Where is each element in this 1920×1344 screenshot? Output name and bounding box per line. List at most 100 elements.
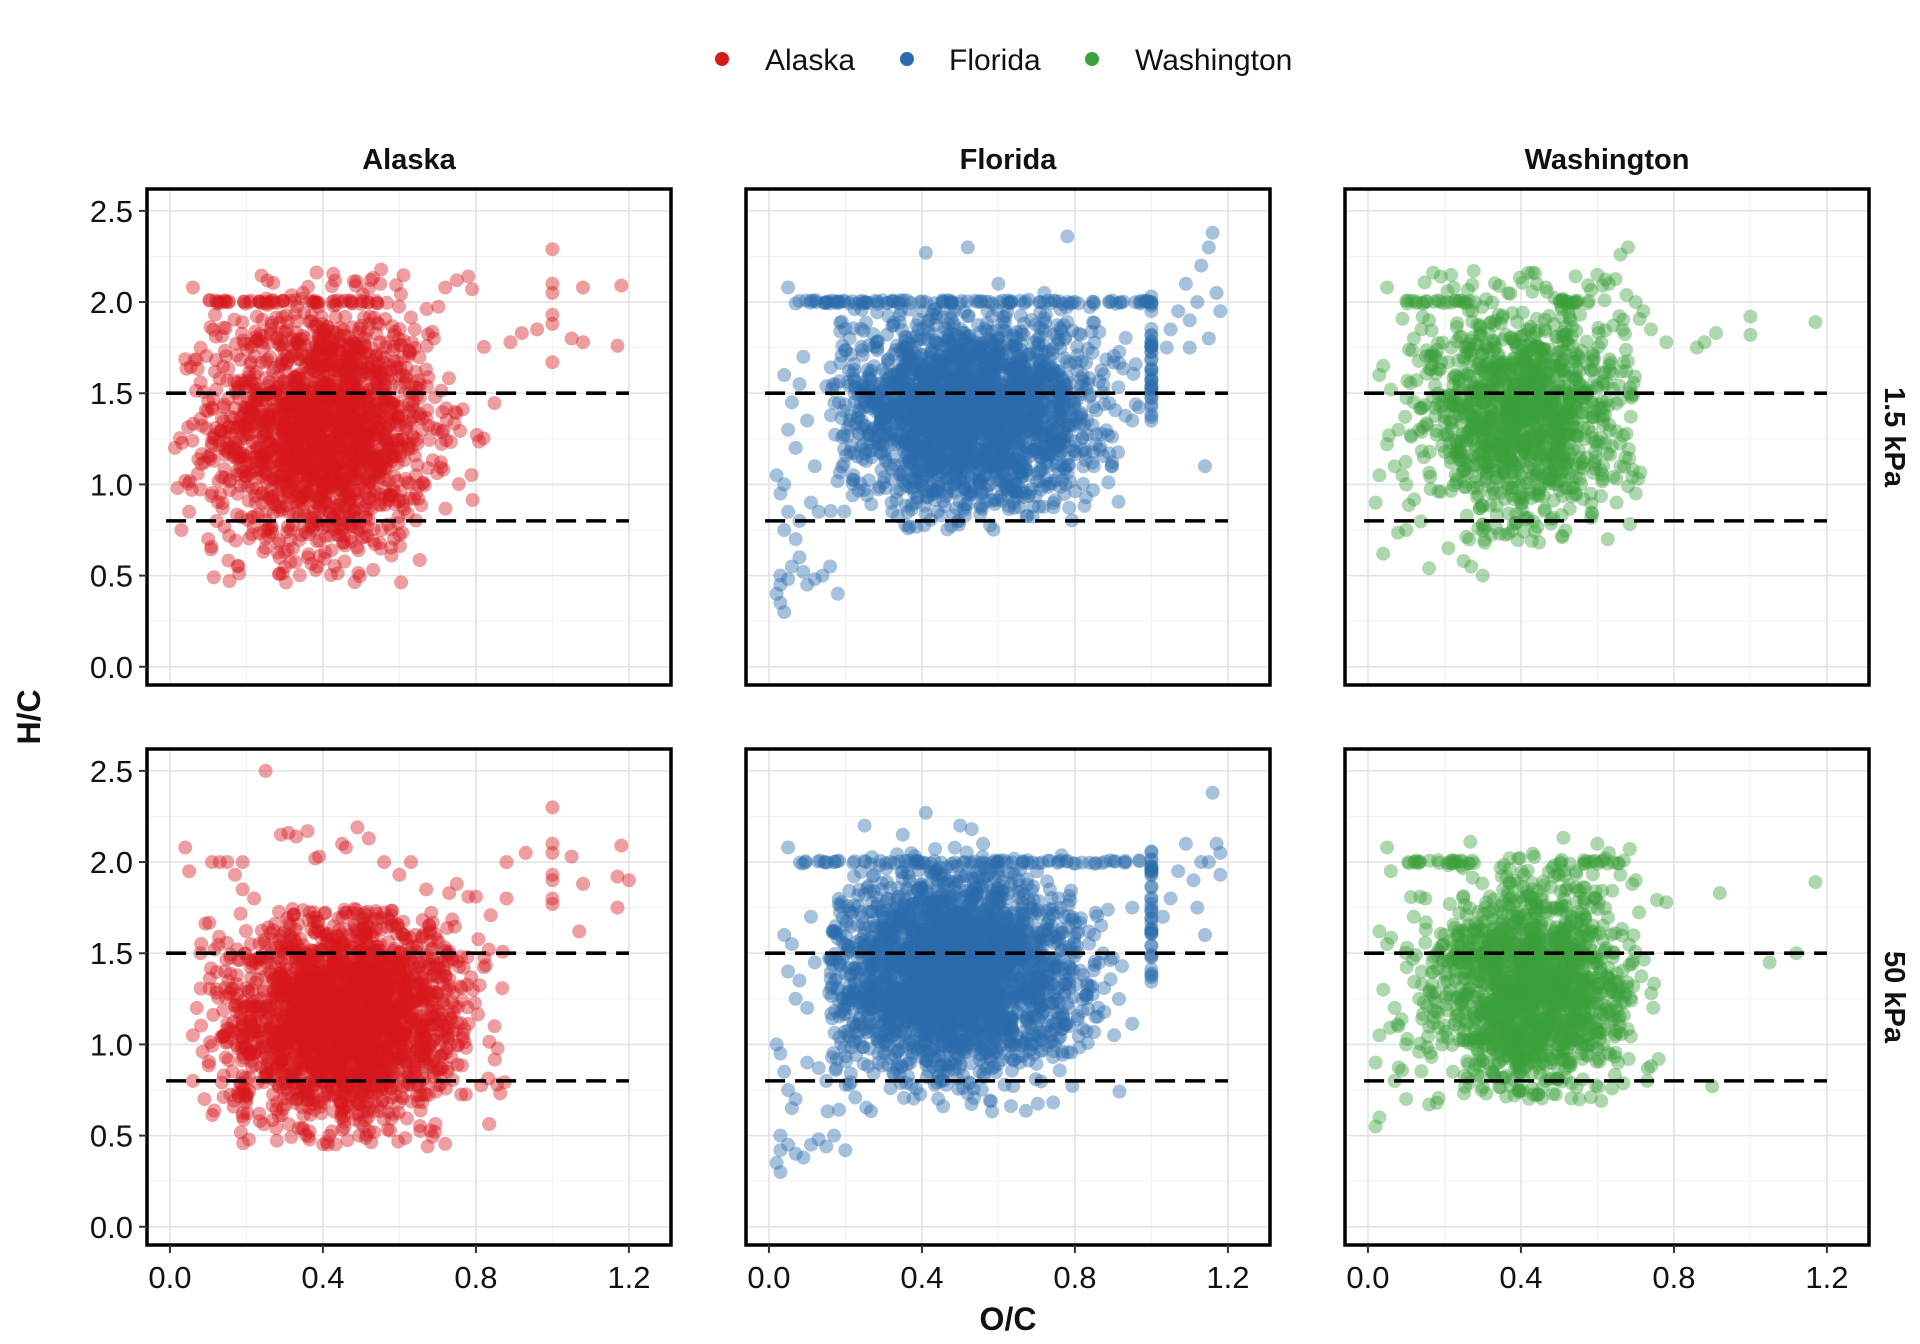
data-point [238, 431, 253, 446]
data-point [326, 984, 341, 998]
data-point [190, 361, 205, 376]
data-point [391, 418, 406, 433]
data-point [281, 989, 296, 1004]
data-point [239, 453, 254, 468]
data-point [318, 370, 333, 384]
data-point [364, 999, 379, 1014]
data-point [394, 575, 409, 590]
data-point [419, 882, 434, 897]
data-point [231, 559, 246, 574]
data-point [372, 317, 387, 332]
data-point [340, 363, 355, 377]
data-point [361, 360, 376, 375]
data-point [241, 1132, 256, 1147]
data-point [303, 510, 318, 525]
data-point [266, 1087, 281, 1102]
data-point [370, 960, 385, 975]
data-point [258, 531, 273, 546]
data-point [335, 1068, 350, 1083]
data-point [275, 1067, 290, 1082]
data-point [359, 425, 374, 440]
data-point [321, 468, 336, 483]
data-point [397, 985, 412, 1000]
data-point [296, 1044, 311, 1059]
data-point [331, 412, 346, 427]
data-point [319, 408, 333, 423]
data-point [368, 1081, 383, 1095]
data-point [277, 396, 292, 411]
data-point [379, 1063, 393, 1078]
data-point [326, 496, 341, 511]
data-point [327, 954, 342, 969]
data-point [276, 342, 291, 357]
data-point [432, 1039, 447, 1053]
data-point [331, 386, 346, 401]
data-point [230, 420, 245, 435]
data-point [377, 350, 392, 365]
data-point [323, 980, 337, 995]
data-point [339, 972, 354, 987]
data-point [449, 1023, 464, 1038]
data-point [434, 383, 449, 398]
data-point [378, 378, 392, 393]
data-point [324, 993, 339, 1008]
data-point [313, 431, 328, 446]
data-point [298, 968, 313, 983]
data-point [310, 473, 325, 488]
data-point [303, 483, 318, 498]
data-point [305, 374, 320, 389]
data-point [238, 401, 253, 416]
data-point [403, 1047, 418, 1062]
data-point [390, 959, 405, 974]
data-point [320, 1049, 335, 1064]
data-point [341, 1024, 356, 1038]
data-point [276, 422, 291, 437]
data-point [313, 1010, 328, 1025]
data-point [361, 1012, 376, 1027]
data-point [300, 975, 315, 990]
data-point [344, 534, 359, 549]
data-point [246, 994, 261, 1009]
data-point [344, 294, 359, 309]
data-point [317, 996, 332, 1011]
data-point [330, 1011, 345, 1026]
data-point [330, 442, 345, 457]
data-point [314, 343, 329, 358]
data-point [291, 1045, 306, 1060]
data-point [296, 1045, 311, 1060]
data-point [336, 399, 351, 414]
data-point [320, 434, 334, 448]
data-point [564, 849, 579, 864]
data-point [241, 1030, 256, 1045]
data-point [261, 410, 276, 424]
data-point [422, 1039, 437, 1054]
data-point [379, 295, 394, 310]
data-point [406, 394, 421, 409]
data-point [425, 941, 440, 956]
data-point [254, 463, 269, 478]
data-point [266, 293, 281, 308]
data-point [284, 420, 299, 435]
data-point [427, 1124, 442, 1139]
data-point [348, 922, 363, 937]
data-point [238, 418, 253, 433]
data-point [220, 1016, 235, 1031]
data-point [303, 465, 318, 480]
data-point [330, 408, 344, 423]
data-point [288, 336, 303, 351]
data-point [360, 904, 375, 919]
data-point [341, 395, 356, 410]
data-point [217, 1028, 232, 1043]
data-point [275, 1029, 290, 1044]
data-point [545, 285, 560, 300]
data-point [346, 448, 361, 463]
data-point [310, 1013, 324, 1028]
data-point [330, 988, 344, 1003]
data-point [343, 1011, 358, 1026]
data-point [422, 1037, 437, 1052]
data-point [277, 375, 291, 390]
data-point [222, 441, 237, 456]
data-point [277, 946, 292, 961]
data-point [235, 1032, 250, 1047]
data-point [352, 340, 367, 355]
